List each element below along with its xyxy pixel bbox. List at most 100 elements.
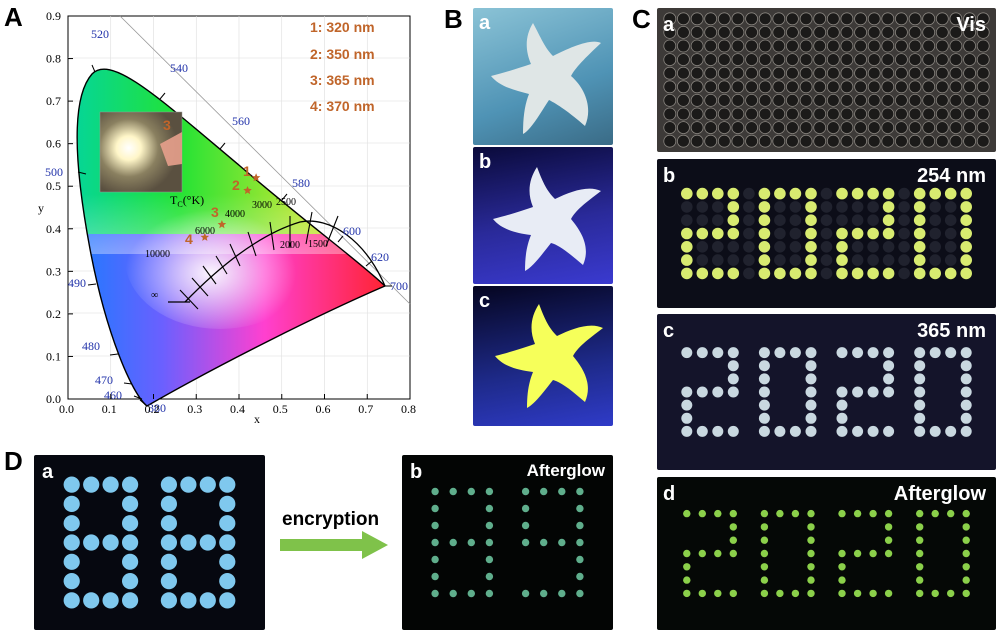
lit-well — [760, 523, 769, 531]
lit-well — [960, 241, 972, 253]
lit-well — [180, 592, 197, 609]
tc-2500: 2500 — [276, 197, 296, 208]
y-axis-label: y — [38, 201, 44, 215]
lit-well — [758, 121, 772, 134]
lit-well — [813, 25, 827, 39]
lit-well — [745, 134, 758, 148]
lit-well — [826, 94, 840, 107]
lit-well — [854, 12, 868, 26]
plate-grid-afterglow — [683, 509, 970, 598]
lit-well — [836, 254, 848, 266]
lit-well — [729, 509, 737, 518]
lit-well — [914, 360, 926, 372]
lit-well — [867, 66, 881, 80]
wl-380: 380 — [148, 401, 166, 415]
lit-well — [807, 589, 815, 598]
x-tick-label: 0.0 — [59, 402, 74, 416]
dark-well — [898, 214, 910, 226]
lit-well — [914, 373, 926, 385]
lit-well — [704, 107, 718, 121]
lit-well — [758, 267, 771, 280]
panel-b-b-label: b — [479, 151, 492, 173]
lit-well — [838, 509, 846, 518]
tc-6000: 6000 — [195, 226, 215, 237]
lit-well — [63, 573, 80, 590]
lit-well — [867, 425, 879, 437]
wl-520: 520 — [91, 27, 109, 41]
lit-well — [760, 549, 769, 558]
inset-label: 3 — [163, 117, 171, 133]
panel-c-b-254nm: 254 nm — [917, 165, 986, 187]
lit-well — [63, 534, 80, 551]
lit-well — [696, 425, 708, 437]
lit-well — [785, 66, 799, 80]
lit-well — [852, 347, 864, 359]
lit-well — [785, 121, 799, 134]
lit-well — [836, 425, 848, 437]
lit-well — [785, 134, 799, 148]
lit-well — [102, 534, 119, 551]
photo-b-a: a — [473, 8, 613, 145]
plate-grid-vis — [663, 12, 990, 148]
lit-well — [122, 534, 139, 551]
lit-well — [663, 12, 677, 26]
dark-well — [851, 214, 864, 226]
lit-well — [826, 107, 840, 121]
lit-well — [799, 25, 813, 39]
lit-well — [836, 399, 848, 411]
panel-d-a-label: a — [42, 461, 54, 483]
lit-well — [908, 80, 922, 94]
lit-well — [805, 254, 817, 266]
lit-well — [960, 254, 972, 266]
lit-well — [949, 39, 963, 53]
y-tick-label: 0.2 — [46, 307, 61, 321]
lit-well — [576, 555, 584, 564]
dark-well — [929, 254, 941, 266]
lit-well — [758, 254, 771, 266]
lit-well — [729, 536, 737, 544]
lit-well — [805, 399, 817, 411]
lit-well — [805, 267, 817, 280]
lit-well — [881, 25, 895, 39]
lit-well — [963, 25, 977, 39]
lit-well — [922, 94, 936, 107]
lit-well — [776, 509, 784, 518]
lit-well — [676, 12, 690, 26]
diagonal-line — [119, 15, 411, 305]
lit-well — [883, 373, 895, 385]
lit-well — [160, 476, 177, 493]
encryption-text: encryption — [282, 509, 380, 530]
lit-well — [916, 563, 924, 571]
lit-well — [851, 267, 864, 280]
dark-well — [820, 254, 833, 266]
x-tick-label: 0.1 — [102, 402, 117, 416]
dark-well — [851, 254, 864, 266]
lit-well — [894, 80, 908, 94]
lit-well — [785, 80, 799, 94]
lit-well — [882, 201, 895, 213]
lit-well — [690, 12, 704, 26]
x-tick-label: 0.5 — [273, 402, 288, 416]
lit-well — [922, 66, 936, 80]
lit-well — [840, 12, 854, 26]
lit-well — [799, 94, 813, 107]
lit-well — [854, 121, 868, 134]
legend-1: 1: 320 nm — [310, 19, 375, 35]
lit-well — [690, 121, 704, 134]
y-tick-label: 0.1 — [46, 349, 61, 363]
lit-well — [199, 476, 216, 493]
lit-well — [883, 360, 895, 372]
lit-well — [836, 412, 848, 424]
lit-well — [772, 39, 786, 53]
point-label-3: 3 — [211, 204, 219, 220]
legend-3: 3: 365 nm — [310, 72, 375, 88]
lit-well — [807, 509, 815, 518]
lit-well — [916, 509, 924, 518]
plate-grid-254nm — [681, 187, 972, 280]
lit-well — [922, 53, 936, 66]
photo-d-b: b Afterglow — [402, 455, 613, 630]
lit-well — [122, 476, 139, 493]
lit-well — [960, 187, 972, 200]
photo-b-b: b — [473, 147, 613, 284]
lit-well — [867, 134, 881, 148]
